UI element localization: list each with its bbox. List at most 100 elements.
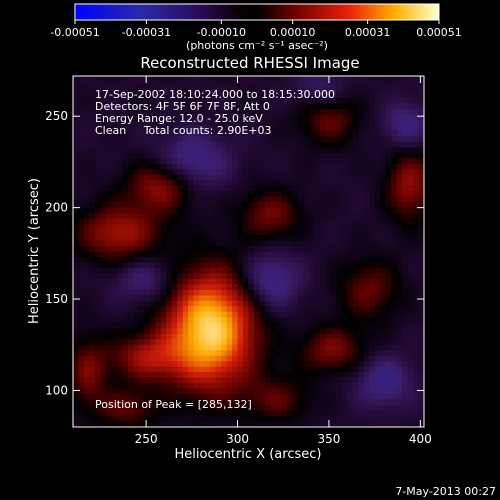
heatmap-cell [193, 399, 200, 406]
heatmap-cell [292, 119, 299, 126]
heatmap-cell [391, 114, 398, 121]
heatmap-cell [319, 169, 326, 176]
heatmap-cell [155, 421, 162, 427]
heatmap-cell [188, 191, 195, 198]
heatmap-cell [292, 207, 299, 214]
colorbar-tick-label: -0.00051 [50, 26, 99, 39]
heatmap-cell [297, 103, 304, 110]
heatmap-cell [100, 344, 107, 351]
heatmap-cell [89, 174, 96, 181]
x-tick-label: 300 [226, 432, 249, 446]
heatmap-cell [149, 256, 156, 264]
heatmap-cell [264, 256, 272, 264]
heatmap-cell [89, 114, 96, 121]
heatmap-cell [171, 344, 178, 351]
heatmap-cell [166, 251, 173, 258]
heatmap-cell [308, 81, 315, 88]
heatmap-cell [292, 344, 299, 351]
heatmap-cell [391, 383, 398, 390]
heatmap-cell [341, 152, 348, 159]
heatmap-cell [253, 196, 261, 203]
heatmap-cell [78, 108, 85, 115]
heatmap-cell [396, 317, 403, 324]
heatmap-cell [83, 191, 91, 198]
heatmap-cell [182, 377, 189, 384]
heatmap-cell [325, 278, 332, 285]
heatmap-cell [160, 174, 167, 181]
heatmap-cell [347, 196, 354, 203]
heatmap-cell [144, 114, 151, 121]
heatmap-cell [204, 388, 211, 395]
heatmap-cell [149, 344, 156, 351]
heatmap-cell [182, 125, 189, 132]
heatmap-cell [193, 284, 200, 291]
heatmap-cell [78, 394, 85, 401]
heatmap-cell [391, 300, 398, 307]
peak-position-label: Position of Peak = [285,132] [95, 398, 252, 411]
heatmap-cell [369, 289, 376, 296]
heatmap-cell [100, 322, 107, 329]
heatmap-cell [94, 289, 102, 296]
x-tick-label: 400 [409, 432, 432, 446]
heatmap-cell [155, 344, 162, 351]
heatmap-cell [204, 383, 211, 390]
heatmap-cell [385, 306, 392, 313]
heatmap-cell [402, 224, 409, 231]
heatmap-cell [352, 191, 359, 198]
heatmap-cell [127, 355, 134, 362]
heatmap-cell [127, 147, 134, 154]
heatmap-cell [188, 86, 195, 94]
heatmap-cell [155, 92, 162, 99]
heatmap-cell [259, 394, 266, 401]
heatmap-cell [237, 152, 244, 159]
heatmap-cell [281, 416, 288, 423]
heatmap-cell [138, 196, 145, 203]
heatmap-cell [111, 262, 118, 269]
heatmap-cell [177, 147, 184, 154]
heatmap-cell [78, 103, 85, 110]
heatmap-cell [319, 344, 326, 351]
heatmap-cell [177, 328, 184, 335]
heatmap-cell [325, 300, 332, 307]
heatmap-cell [352, 125, 359, 132]
heatmap-cell [243, 196, 250, 203]
heatmap-cell [188, 114, 195, 121]
heatmap-cell [297, 421, 304, 427]
heatmap-cell [402, 399, 409, 406]
heatmap-cell [314, 322, 321, 329]
heatmap-cell [369, 306, 376, 313]
heatmap-cell [418, 191, 424, 198]
heatmap-cell [210, 295, 217, 302]
heatmap-cell [363, 410, 370, 417]
heatmap-cell [204, 180, 211, 187]
heatmap-cell [259, 125, 266, 132]
heatmap-cell [407, 339, 414, 346]
heatmap-cell [319, 86, 326, 94]
heatmap-cell [297, 141, 304, 148]
heatmap-cell [396, 366, 403, 373]
heatmap-cell [352, 388, 359, 395]
heatmap-cell [89, 202, 96, 209]
heatmap-cell [374, 224, 381, 231]
heatmap-cell [232, 141, 239, 148]
heatmap-cell [303, 174, 310, 181]
heatmap-cell [308, 256, 315, 264]
heatmap-cell [292, 169, 299, 176]
heatmap-cell [127, 103, 134, 110]
heatmap-cell [319, 421, 326, 427]
heatmap-cell [160, 235, 167, 242]
heatmap-cell [177, 246, 184, 253]
heatmap-cell [286, 86, 293, 94]
heatmap-cell [138, 246, 145, 253]
heatmap-cell [253, 306, 261, 313]
heatmap-cell [94, 235, 102, 242]
heatmap-cell [347, 311, 354, 318]
heatmap-cell [330, 306, 337, 313]
heatmap-cell [314, 399, 321, 406]
heatmap-cell [232, 350, 239, 357]
heatmap-cell [226, 328, 233, 335]
heatmap-cell [133, 141, 140, 148]
heatmap-cell [204, 246, 211, 253]
heatmap-cell [264, 136, 272, 143]
heatmap-cell [160, 246, 167, 253]
